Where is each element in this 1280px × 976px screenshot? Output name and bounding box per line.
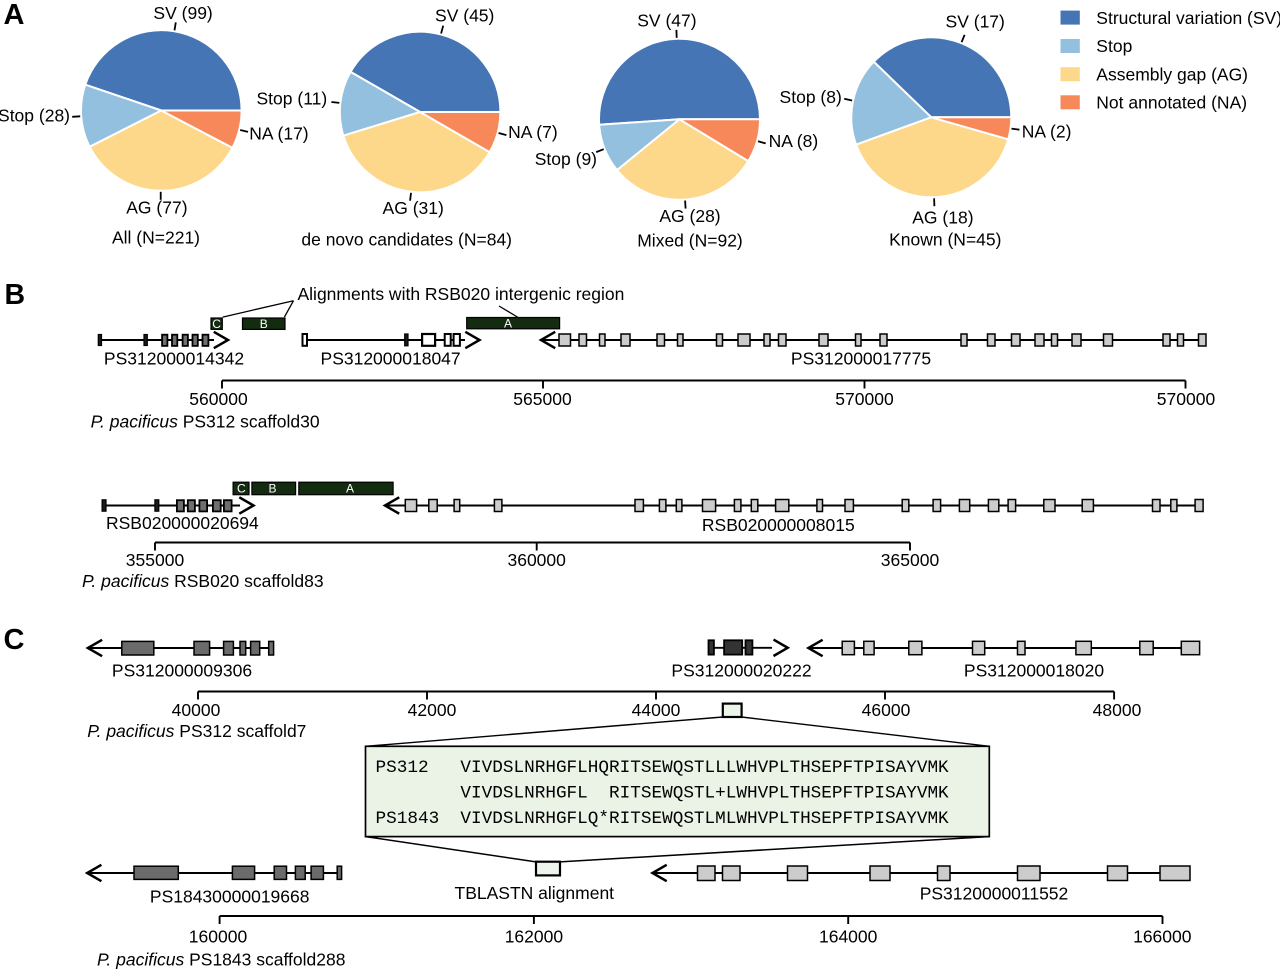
svg-text:SV (99): SV (99) bbox=[153, 3, 212, 23]
svg-text:SV (47): SV (47) bbox=[637, 11, 696, 31]
svg-text:PS312000018020: PS312000018020 bbox=[964, 661, 1104, 681]
svg-text:42000: 42000 bbox=[408, 700, 457, 720]
svg-text:365000: 365000 bbox=[881, 550, 940, 570]
svg-text:Stop (28): Stop (28) bbox=[0, 106, 70, 126]
svg-text:PS312000014342: PS312000014342 bbox=[104, 349, 244, 369]
svg-text:PS1843 VIVDSLNRHGFLQ*RITSEWQS: PS1843 VIVDSLNRHGFLQ*RITSEWQSTLMLWHVPLTH… bbox=[376, 809, 950, 829]
svg-text:AG (77): AG (77) bbox=[126, 197, 187, 217]
svg-text:A: A bbox=[346, 482, 354, 496]
svg-text:PS312 VIVDSLNRHGFLHQRITSEWQS: PS312 VIVDSLNRHGFLHQRITSEWQSTLLLWHVPLTHS… bbox=[376, 758, 950, 778]
svg-text:Assembly gap (AG): Assembly gap (AG) bbox=[1096, 64, 1248, 84]
svg-text:PS312000020222: PS312000020222 bbox=[671, 661, 811, 681]
svg-text:570000: 570000 bbox=[1157, 389, 1216, 409]
svg-text:C: C bbox=[212, 317, 221, 331]
svg-text:A: A bbox=[4, 0, 25, 31]
svg-text:NA (8): NA (8) bbox=[769, 131, 819, 151]
svg-text:C: C bbox=[4, 624, 25, 656]
svg-text:SV (45): SV (45) bbox=[435, 6, 494, 26]
svg-text:P. pacificus PS312 scaffold7: P. pacificus PS312 scaffold7 bbox=[87, 721, 306, 741]
svg-text:P. pacificus PS312 scaffold30: P. pacificus PS312 scaffold30 bbox=[91, 412, 320, 432]
svg-text:PS3120000011552: PS3120000011552 bbox=[920, 884, 1069, 904]
svg-text:Mixed (N=92): Mixed (N=92) bbox=[637, 231, 743, 251]
svg-text:40000: 40000 bbox=[172, 700, 221, 720]
svg-text:565000: 565000 bbox=[513, 389, 572, 409]
svg-text:Stop: Stop bbox=[1096, 36, 1132, 56]
svg-text:46000: 46000 bbox=[862, 700, 911, 720]
svg-text:Stop (9): Stop (9) bbox=[535, 149, 597, 169]
svg-text:48000: 48000 bbox=[1093, 700, 1142, 720]
svg-text:NA (7): NA (7) bbox=[508, 122, 558, 142]
svg-text:B: B bbox=[5, 279, 26, 311]
svg-text:All (N=221): All (N=221) bbox=[112, 227, 200, 247]
svg-text:560000: 560000 bbox=[189, 389, 248, 409]
svg-text:NA (17): NA (17) bbox=[249, 124, 308, 144]
svg-text:Known (N=45): Known (N=45) bbox=[889, 230, 1001, 250]
svg-text:AG (31): AG (31) bbox=[383, 198, 444, 218]
svg-text:164000: 164000 bbox=[819, 927, 878, 947]
svg-text:Stop (11): Stop (11) bbox=[257, 89, 328, 109]
svg-text:B: B bbox=[268, 482, 276, 496]
svg-text:570000: 570000 bbox=[835, 389, 894, 409]
svg-text:RSB020000020694: RSB020000020694 bbox=[106, 513, 259, 533]
svg-text:Structural variation (SV): Structural variation (SV) bbox=[1096, 8, 1280, 28]
svg-text:Alignments with RSB020 interge: Alignments with RSB020 intergenic region bbox=[298, 284, 625, 304]
svg-text:SV (17): SV (17) bbox=[946, 12, 1005, 32]
svg-text:44000: 44000 bbox=[632, 700, 681, 720]
svg-text:PS312000017775: PS312000017775 bbox=[791, 349, 931, 369]
svg-text:P. pacificus RSB020 scaffold83: P. pacificus RSB020 scaffold83 bbox=[82, 571, 324, 591]
svg-text:de novo candidates (N=84): de novo candidates (N=84) bbox=[301, 230, 512, 250]
svg-text:355000: 355000 bbox=[126, 550, 185, 570]
svg-text:TBLASTN alignment: TBLASTN alignment bbox=[455, 883, 615, 903]
svg-text:166000: 166000 bbox=[1133, 927, 1192, 947]
svg-text:A: A bbox=[504, 317, 512, 331]
svg-text:PS312000009306: PS312000009306 bbox=[112, 661, 252, 681]
svg-text:PS312000018047: PS312000018047 bbox=[321, 349, 461, 369]
svg-text:RSB020000008015: RSB020000008015 bbox=[702, 515, 855, 535]
svg-text:AG (18): AG (18) bbox=[912, 208, 973, 228]
svg-text:162000: 162000 bbox=[505, 927, 564, 947]
svg-text:160000: 160000 bbox=[189, 927, 248, 947]
svg-text:NA (2): NA (2) bbox=[1022, 121, 1072, 141]
svg-text:C: C bbox=[237, 482, 246, 496]
svg-text:360000: 360000 bbox=[507, 550, 566, 570]
svg-text:Stop (8): Stop (8) bbox=[780, 87, 842, 107]
svg-text:VIVDSLNRHGFL RITSEWQSTL+LWHVP: VIVDSLNRHGFL RITSEWQSTL+LWHVPLTHSEPFTPIS… bbox=[376, 784, 950, 804]
svg-text:AG (28): AG (28) bbox=[659, 206, 720, 226]
svg-text:B: B bbox=[260, 317, 268, 331]
svg-text:PS18430000019668: PS18430000019668 bbox=[150, 887, 310, 907]
svg-text:Not annotated (NA): Not annotated (NA) bbox=[1096, 93, 1247, 113]
svg-text:P. pacificus PS1843 scaffold28: P. pacificus PS1843 scaffold288 bbox=[97, 950, 345, 970]
